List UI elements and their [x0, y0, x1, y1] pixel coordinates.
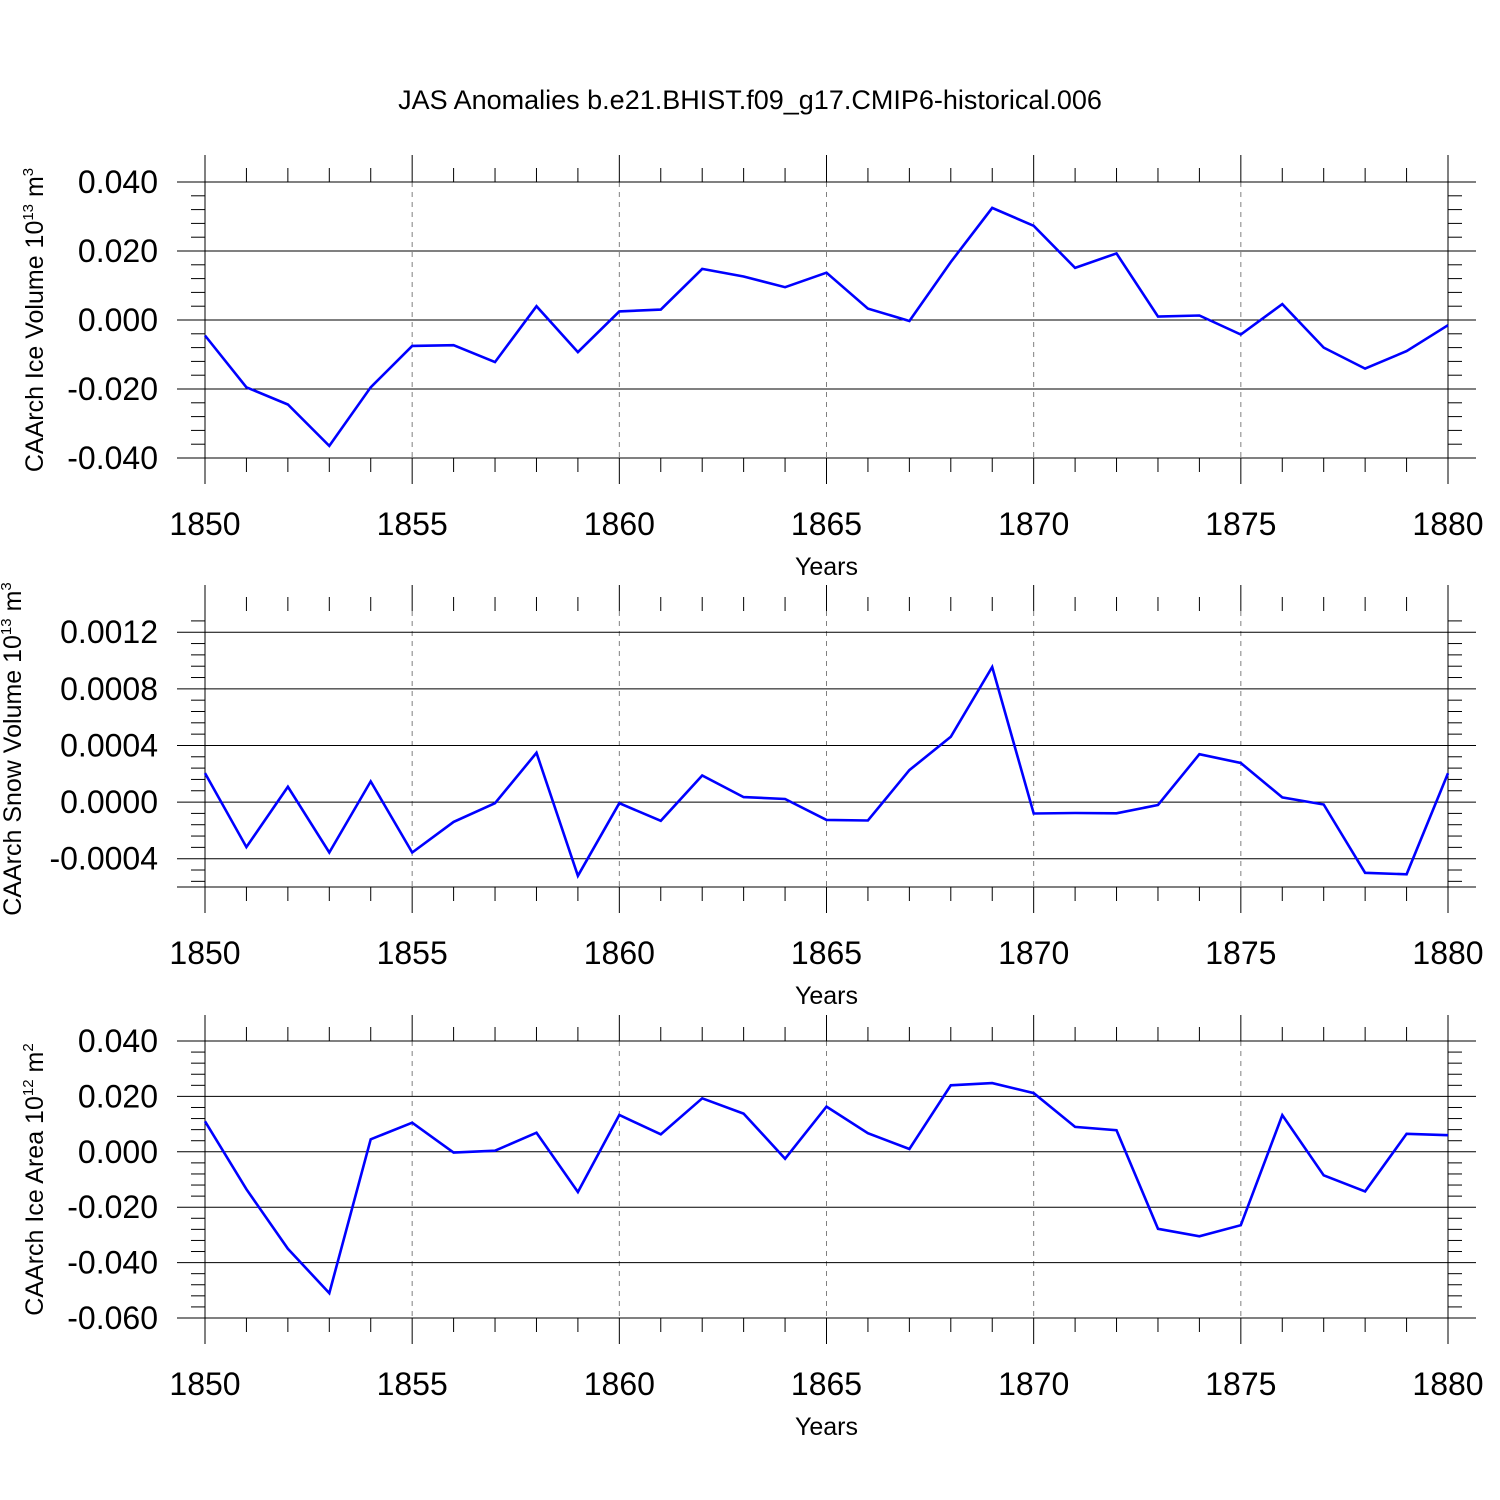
y-axis-title-superscript: 12 — [20, 1079, 37, 1096]
x-tick-label: 1855 — [377, 935, 448, 971]
y-axis-title-text: CAArch Snow Volume 10 — [0, 635, 27, 916]
x-tick-label: 1865 — [791, 1366, 862, 1402]
y-axis-title: CAArch Ice Area 1012 m2 — [20, 1043, 49, 1315]
y-axis-title-superscript: 13 — [20, 204, 37, 221]
x-tick-label: 1860 — [584, 1366, 655, 1402]
y-axis-title-text: CAArch Ice Volume 10 — [21, 221, 49, 473]
x-tick-label: 1855 — [377, 1366, 448, 1402]
y-tick-label: -0.0004 — [49, 841, 158, 877]
y-tick-label: -0.020 — [67, 371, 158, 407]
x-tick-label: 1875 — [1205, 506, 1276, 542]
y-tick-label: 0.0004 — [60, 727, 158, 763]
series-line-2 — [203, 663, 1450, 879]
y-tick-label: -0.040 — [67, 1245, 158, 1281]
x-tick-label: 1850 — [169, 1366, 240, 1402]
y-tick-label: 0.000 — [78, 1134, 158, 1170]
series-line-3 — [203, 1081, 1449, 1296]
x-axis-title: Years — [795, 982, 858, 1010]
x-tick-label: 1865 — [791, 506, 862, 542]
y-axis-title: CAArch Snow Volume 1013 m3 — [0, 582, 27, 916]
chart-panel-2: -0.0004 0.0000 0.0004 0.0008 0.0012 1850 1855 1… — [0, 582, 1484, 1010]
y-axis-title-superscript: 2 — [20, 1043, 37, 1051]
y-tick-label: 0.0012 — [60, 614, 158, 650]
x-axis-title: Years — [795, 553, 858, 581]
x-tick-label: 1870 — [998, 935, 1069, 971]
x-tick-label: 1850 — [169, 935, 240, 971]
y-tick-label: 0.020 — [78, 233, 158, 269]
y-tick-label: -0.060 — [67, 1300, 158, 1336]
x-tick-label: 1860 — [584, 935, 655, 971]
x-tick-label: 1870 — [998, 1366, 1069, 1402]
y-tick-label: 0.0008 — [60, 671, 158, 707]
chart-panel-1: -0.040 -0.020 0.000 0.020 0.040 1850 1855 1860 1… — [20, 155, 1484, 581]
x-tick-label: 1855 — [377, 506, 448, 542]
y-axis-title-superscript: 3 — [0, 582, 15, 590]
x-tick-label: 1850 — [169, 506, 240, 542]
x-tick-label: 1880 — [1412, 506, 1483, 542]
x-tick-label: 1865 — [791, 935, 862, 971]
y-tick-label: 0.0000 — [60, 784, 158, 820]
x-tick-label: 1875 — [1205, 935, 1276, 971]
x-tick-label: 1875 — [1205, 1366, 1276, 1402]
y-tick-label: -0.040 — [67, 440, 158, 476]
y-tick-label: 0.020 — [78, 1078, 158, 1114]
y-tick-label: 0.040 — [78, 1023, 158, 1059]
x-tick-label: 1880 — [1412, 1366, 1483, 1402]
y-tick-label: -0.020 — [67, 1189, 158, 1225]
y-axis-title-text: m — [21, 1052, 49, 1080]
chart-panel-3: -0.060 -0.040 -0.020 0.000 0.020 0.040 1850 185… — [20, 1015, 1484, 1441]
y-tick-label: 0.040 — [78, 164, 158, 200]
y-axis-title-superscript: 3 — [20, 168, 37, 176]
y-axis-title-text: m — [0, 591, 27, 619]
x-tick-label: 1880 — [1412, 935, 1483, 971]
x-axis-title: Years — [795, 1413, 858, 1441]
figure-title: JAS Anomalies b.e21.BHIST.f09_g17.CMIP6-… — [398, 85, 1102, 115]
y-axis-title: CAArch Ice Volume 1013 m3 — [20, 168, 49, 472]
y-axis-title-text: m — [21, 176, 49, 204]
x-tick-label: 1860 — [584, 506, 655, 542]
y-axis-title-text: CAArch Ice Area 10 — [21, 1096, 49, 1316]
x-tick-label: 1870 — [998, 506, 1069, 542]
series-line-1 — [203, 206, 1449, 448]
y-tick-label: 0.000 — [78, 302, 158, 338]
y-axis-title-superscript: 13 — [0, 618, 15, 635]
